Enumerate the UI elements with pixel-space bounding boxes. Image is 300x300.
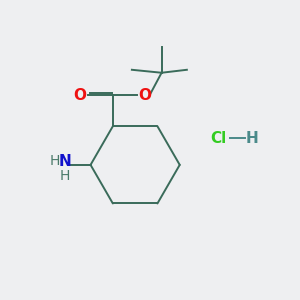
- Text: O: O: [73, 88, 86, 103]
- Text: H: H: [59, 169, 70, 183]
- Text: Cl: Cl: [210, 130, 226, 146]
- Text: O: O: [139, 88, 152, 103]
- Text: H: H: [50, 154, 60, 168]
- Text: N: N: [58, 154, 71, 169]
- Text: H: H: [245, 130, 258, 146]
